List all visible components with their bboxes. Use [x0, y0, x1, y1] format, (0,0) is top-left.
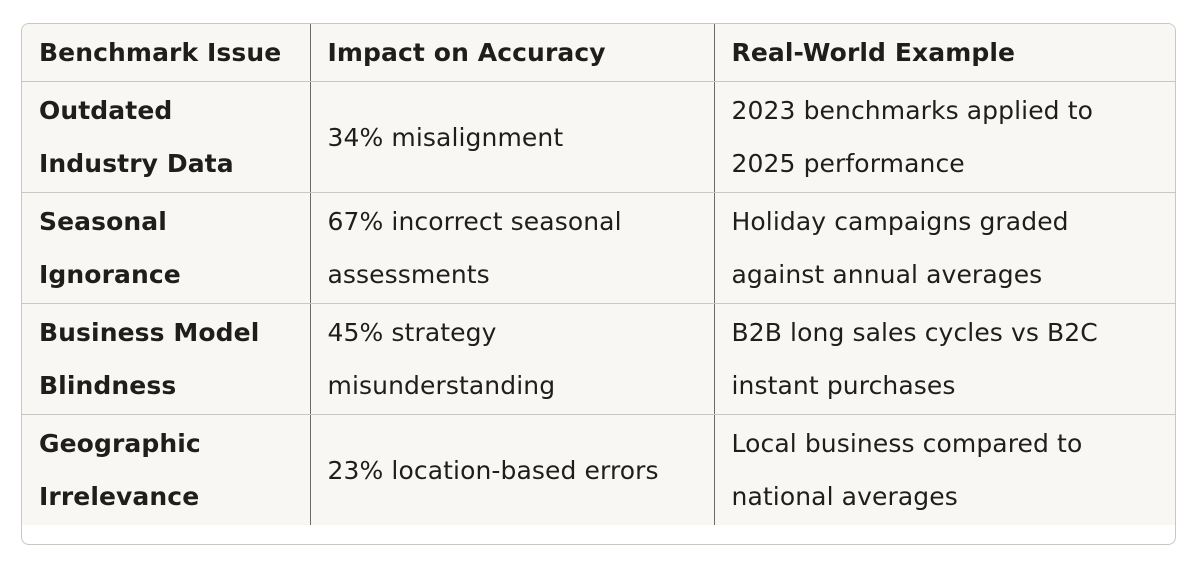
table-header-row: Benchmark Issue Impact on Accuracy Real-…	[22, 24, 1175, 82]
benchmark-issues-table: Benchmark Issue Impact on Accuracy Real-…	[22, 24, 1175, 525]
example-cell: B2B long sales cycles vs B2C instant pur…	[713, 303, 1175, 415]
table-row: Geographic Irrelevance 23% location-base…	[22, 414, 1175, 525]
column-header-impact-on-accuracy: Impact on Accuracy	[309, 24, 714, 82]
impact-cell: 45% strategy misunderstanding	[309, 303, 714, 415]
example-cell: Holiday campaigns graded against annual …	[713, 192, 1175, 304]
column-header-real-world-example: Real-World Example	[713, 24, 1175, 82]
column-header-benchmark-issue: Benchmark Issue	[22, 24, 310, 82]
impact-cell: 67% incorrect seasonal assessments	[309, 192, 714, 304]
impact-cell: 34% misalignment	[309, 81, 714, 193]
benchmark-issue-cell: Business Model Blindness	[22, 303, 310, 415]
benchmark-issue-cell: Seasonal Ignorance	[22, 192, 310, 304]
impact-cell: 23% location-based errors	[309, 414, 714, 525]
table-row: Business Model Blindness 45% strategy mi…	[22, 303, 1175, 415]
benchmark-issues-table-card: Benchmark Issue Impact on Accuracy Real-…	[21, 23, 1176, 545]
benchmark-issue-cell: Geographic Irrelevance	[39, 429, 201, 511]
benchmark-issue-cell: Outdated Industry Data	[22, 81, 310, 193]
example-cell: Local business compared to national aver…	[713, 414, 1175, 525]
table-row: Outdated Industry Data 34% misalignment …	[22, 81, 1175, 193]
table-row: Seasonal Ignorance 67% incorrect seasona…	[22, 192, 1175, 304]
example-cell: 2023 benchmarks applied to 2025 performa…	[713, 81, 1175, 193]
